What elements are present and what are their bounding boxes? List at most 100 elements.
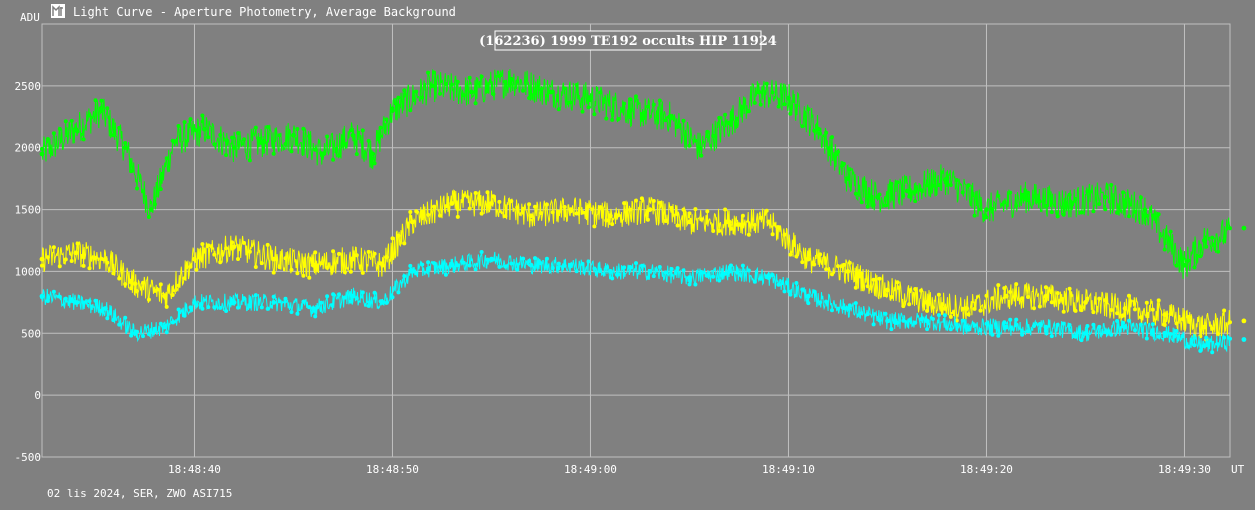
sample-point	[242, 240, 246, 245]
sample-point	[408, 263, 413, 268]
sample-point	[639, 117, 644, 122]
sample-point	[770, 90, 775, 95]
sample-point	[1121, 190, 1126, 195]
sample-point	[705, 129, 710, 134]
data-point	[1201, 324, 1207, 330]
sample-point	[1043, 285, 1048, 290]
data-point	[1083, 330, 1088, 336]
sample-point	[663, 270, 668, 275]
sample-point	[1162, 322, 1167, 327]
sample-point	[81, 300, 86, 305]
sample-point	[1180, 334, 1185, 339]
sample-point	[877, 276, 882, 281]
sample-point	[1055, 214, 1060, 219]
sample-point	[414, 89, 419, 94]
sample-point	[1026, 190, 1030, 195]
sample-point	[1103, 330, 1108, 335]
data-point	[1063, 201, 1069, 206]
sample-point	[871, 202, 876, 207]
sample-point	[438, 264, 442, 269]
sample-point	[313, 250, 318, 255]
sample-point	[616, 272, 621, 277]
sample-point	[1186, 258, 1191, 263]
sample-point	[509, 261, 514, 266]
sample-point	[960, 306, 965, 311]
sample-point	[408, 210, 413, 214]
sample-point	[396, 233, 401, 238]
sample-point	[461, 193, 466, 198]
sample-point	[1174, 321, 1179, 326]
data-point	[73, 250, 79, 256]
data-point	[409, 219, 415, 225]
sample-point	[129, 286, 134, 291]
sample-point	[301, 126, 306, 131]
sample-point	[212, 305, 217, 310]
sample-point	[616, 213, 621, 218]
sample-point	[75, 129, 80, 134]
sample-point	[800, 124, 805, 129]
sample-point	[1043, 204, 1048, 208]
series-1	[39, 189, 1247, 342]
sample-point	[628, 265, 633, 269]
x-tick-label: 18:49:00	[564, 463, 617, 476]
sample-point	[63, 296, 68, 301]
sample-point	[63, 257, 68, 262]
sample-point	[651, 274, 656, 279]
sample-point	[544, 93, 549, 98]
sample-point	[639, 196, 644, 201]
sample-point	[533, 256, 537, 261]
sample-point	[628, 97, 633, 102]
sample-point	[776, 282, 781, 287]
data-point	[805, 293, 811, 299]
sample-point	[806, 256, 811, 261]
sample-point	[925, 327, 930, 332]
x-tick-label: 18:48:40	[168, 463, 221, 476]
sample-point	[212, 252, 217, 257]
sample-point	[764, 208, 769, 213]
sample-point	[1222, 238, 1227, 243]
sample-point	[432, 70, 436, 75]
sample-point	[592, 266, 597, 271]
data-point	[885, 318, 890, 324]
sample-point	[158, 187, 163, 192]
sample-point	[669, 205, 674, 210]
sample-point	[45, 255, 50, 260]
sample-point	[1109, 332, 1114, 337]
sample-point	[206, 135, 211, 140]
sample-point	[990, 296, 995, 301]
sample-point	[1014, 282, 1019, 287]
data-point	[291, 132, 296, 138]
sample-point	[63, 119, 68, 124]
sample-point	[123, 315, 128, 320]
sample-point	[396, 290, 401, 295]
sample-point	[556, 107, 561, 112]
sample-point	[224, 153, 229, 158]
sample-point	[467, 263, 472, 268]
sample-point	[485, 190, 490, 195]
window-icon[interactable]	[51, 4, 65, 18]
sample-point	[40, 295, 44, 300]
sample-point	[818, 300, 823, 305]
sample-point	[87, 113, 92, 118]
sample-point	[527, 202, 532, 207]
data-point	[528, 213, 534, 219]
sample-point	[901, 318, 906, 323]
sample-point	[830, 135, 834, 140]
sample-point	[265, 242, 270, 247]
sample-point	[942, 177, 947, 182]
sample-point	[931, 183, 935, 188]
sample-point	[539, 88, 543, 92]
sample-point	[1121, 320, 1126, 325]
sample-point	[319, 261, 324, 266]
sample-point	[152, 288, 157, 293]
sample-point	[645, 217, 650, 222]
sample-point	[735, 270, 739, 275]
sample-point	[675, 223, 680, 228]
sample-point	[1109, 183, 1114, 187]
sample-point	[152, 326, 157, 331]
sample-point	[141, 280, 145, 285]
data-point	[162, 324, 168, 330]
sample-point	[782, 102, 787, 107]
sample-point	[1180, 317, 1185, 322]
sample-point	[544, 202, 549, 207]
